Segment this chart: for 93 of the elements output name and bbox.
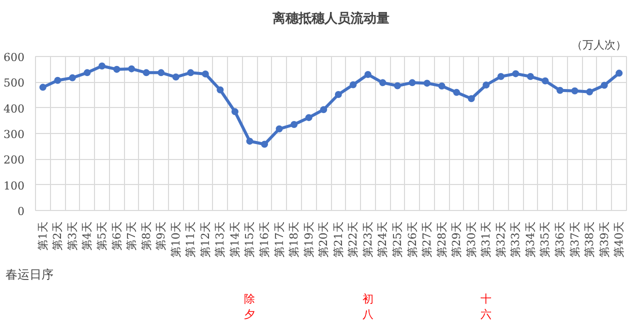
x-tick-label: 第17天 [272, 221, 286, 258]
x-tick-label: 第8天 [140, 222, 153, 250]
y-tick-label: 100 [4, 179, 25, 192]
point [128, 65, 136, 72]
point [600, 82, 608, 89]
x-tick-label: 第25天 [390, 221, 404, 258]
point [84, 69, 91, 76]
point [394, 82, 401, 90]
point [202, 70, 209, 78]
x-tick-label: 第21天 [332, 221, 345, 258]
point [68, 74, 76, 82]
chart-title: 离穗抵穗人员流动量 [272, 10, 390, 26]
point [172, 74, 180, 81]
point [320, 106, 328, 114]
point [113, 66, 120, 73]
y-tick-label: 400 [4, 102, 25, 116]
point [616, 70, 623, 77]
y-tick-label: 200 [4, 154, 25, 167]
x-tick-label: 第29天 [450, 221, 464, 258]
point [453, 88, 460, 96]
x-axis-title: 春运日序 [6, 268, 54, 282]
y-tick-label: 500 [4, 76, 25, 90]
point [187, 69, 194, 76]
point [364, 70, 372, 78]
x-tick-label: 第38天 [583, 221, 596, 258]
x-tick-label: 第40天 [612, 221, 626, 258]
x-tick-label: 第36天 [554, 221, 567, 258]
point [438, 82, 446, 90]
x-tick-label: 第33天 [509, 221, 522, 258]
x-tick-label: 第15天 [243, 221, 256, 258]
x-tick-label: 第7天 [125, 222, 138, 250]
x-tick-label: 第22天 [346, 221, 360, 258]
point [98, 62, 106, 70]
point [54, 76, 62, 84]
x-tick-label: 第6天 [110, 222, 124, 250]
point [468, 95, 475, 102]
text: 十六 [480, 292, 492, 322]
x-tick-label: 第3天 [66, 222, 79, 250]
point [542, 77, 549, 84]
point [424, 80, 431, 87]
x-tick-label: 第30天 [464, 221, 478, 258]
x-tick-label: 第16天 [258, 221, 272, 258]
x-tick-label: 第13天 [214, 221, 227, 258]
x-tick-label: 第9天 [154, 222, 168, 250]
x-tick-label: 第20天 [317, 221, 330, 258]
x-tick-label: 第5天 [95, 222, 108, 250]
point [216, 86, 224, 94]
point [571, 87, 578, 94]
y-axis-title: （万人次） [572, 38, 626, 52]
x-tick-label: 第1天 [36, 222, 50, 250]
point [334, 90, 342, 98]
point [246, 138, 254, 145]
point [497, 73, 504, 80]
x-tick-label: 第10天 [169, 221, 182, 258]
text: 除夕 [244, 292, 256, 322]
y-tick-label: 300 [4, 128, 25, 141]
text: 初八 [362, 292, 374, 322]
x-tick-label: 第12天 [198, 221, 212, 258]
x-tick-label: 第23天 [361, 221, 374, 258]
point [39, 84, 46, 91]
y-tick-label: 0 [18, 205, 24, 218]
x-tick-label: 第26天 [406, 221, 419, 258]
point [586, 88, 594, 96]
point [158, 69, 165, 76]
x-tick-label: 第19天 [302, 221, 316, 258]
point [482, 81, 490, 88]
x-tick-label: 第35天 [538, 221, 552, 258]
point [276, 125, 283, 132]
x-tick-label: 第4天 [80, 222, 94, 250]
point [379, 79, 386, 86]
x-tick-label: 第37天 [568, 221, 582, 258]
point [261, 140, 268, 148]
point [526, 73, 534, 80]
point [350, 81, 357, 88]
point [142, 69, 150, 76]
point [556, 86, 564, 94]
x-tick-label: 第14天 [228, 221, 242, 258]
x-tick-label: 第11天 [184, 221, 198, 258]
x-tick-label: 第2天 [51, 222, 64, 250]
x-tick-label: 第34天 [524, 221, 537, 258]
x-tick-label: 第31天 [480, 221, 493, 258]
point [231, 108, 238, 116]
point [290, 121, 298, 128]
point [512, 70, 520, 78]
x-tick-label: 第39天 [598, 221, 611, 258]
point [408, 79, 416, 86]
point [305, 114, 312, 122]
x-tick-label: 第28天 [435, 221, 448, 258]
x-tick-label: 第18天 [288, 221, 301, 258]
y-tick-label: 600 [4, 51, 25, 64]
x-tick-label: 第27天 [420, 221, 434, 258]
x-tick-label: 第32天 [494, 221, 508, 258]
x-tick-label: 第24天 [376, 221, 390, 258]
